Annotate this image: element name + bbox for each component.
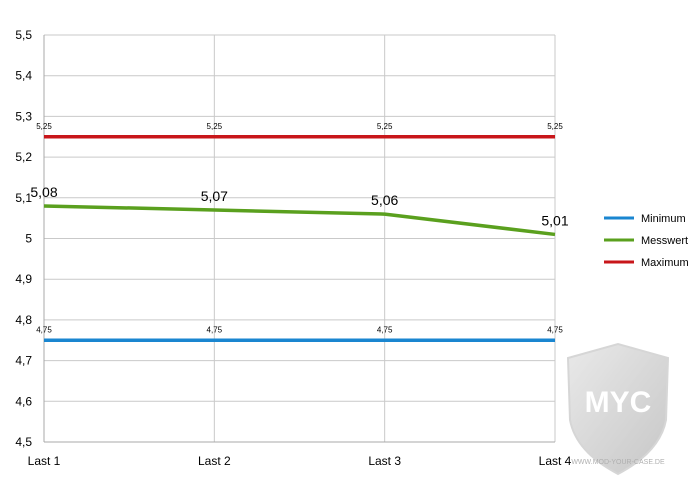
x-tick-label: Last 1 [28, 454, 61, 468]
legend-entry: Maximum [641, 257, 689, 269]
watermark-url: WWW.MOD-YOUR-CASE.DE [571, 459, 665, 466]
data-label: 5,01 [541, 212, 568, 228]
watermark-logo: MYC WWW.MOD-YOUR-CASE.DE [566, 342, 670, 476]
data-label: 4,75 [377, 325, 393, 334]
data-labels: 4,75 4,75 4,75 4,75 5,08 5,07 5,06 5,01 5,25 5,25… [30, 122, 568, 335]
legend-entry: Minimum [641, 213, 686, 225]
x-tick-label: Last 4 [539, 454, 572, 468]
data-label: 5,25 [36, 122, 52, 131]
y-tick-label: 5,4 [15, 69, 32, 83]
y-tick-label: 4,6 [15, 394, 32, 408]
y-tick-label: 4,8 [15, 313, 32, 327]
y-tick-label: 5,2 [15, 150, 32, 164]
x-tick-label: Last 2 [198, 454, 231, 468]
data-label: 4,75 [547, 325, 563, 334]
data-label: 5,25 [547, 122, 563, 131]
y-tick-label: 5 [25, 232, 32, 246]
data-label: 4,75 [207, 325, 223, 334]
chart-grid [43, 34, 556, 443]
y-tick-label: 4,7 [15, 354, 32, 368]
data-label: 5,25 [207, 122, 223, 131]
legend: Minimum Messwert Maximum [604, 213, 689, 269]
data-label: 4,75 [36, 325, 52, 334]
legend-entry: Messwert [641, 235, 688, 247]
y-tick-label: 5,3 [15, 109, 32, 123]
data-label: 5,07 [201, 188, 228, 204]
y-tick-label: 4,9 [15, 272, 32, 286]
chart-axes: 4,5 4,6 4,7 4,8 4,9 5 5,1 5,2 5,3 5,4 5,5 Last 1 Las… [15, 28, 571, 468]
data-label: 5,06 [371, 192, 398, 208]
y-tick-label: 4,5 [15, 435, 32, 449]
series-lines [43, 135, 556, 342]
y-tick-label: 5,5 [15, 28, 32, 42]
x-tick-label: Last 3 [368, 454, 401, 468]
shield-icon [566, 342, 670, 476]
data-label: 5,08 [30, 184, 57, 200]
data-label: 5,25 [377, 122, 393, 131]
watermark-mark: MYC [585, 386, 652, 419]
y-tick-label: 5,1 [15, 191, 32, 205]
series-line-messwert [43, 204, 556, 237]
